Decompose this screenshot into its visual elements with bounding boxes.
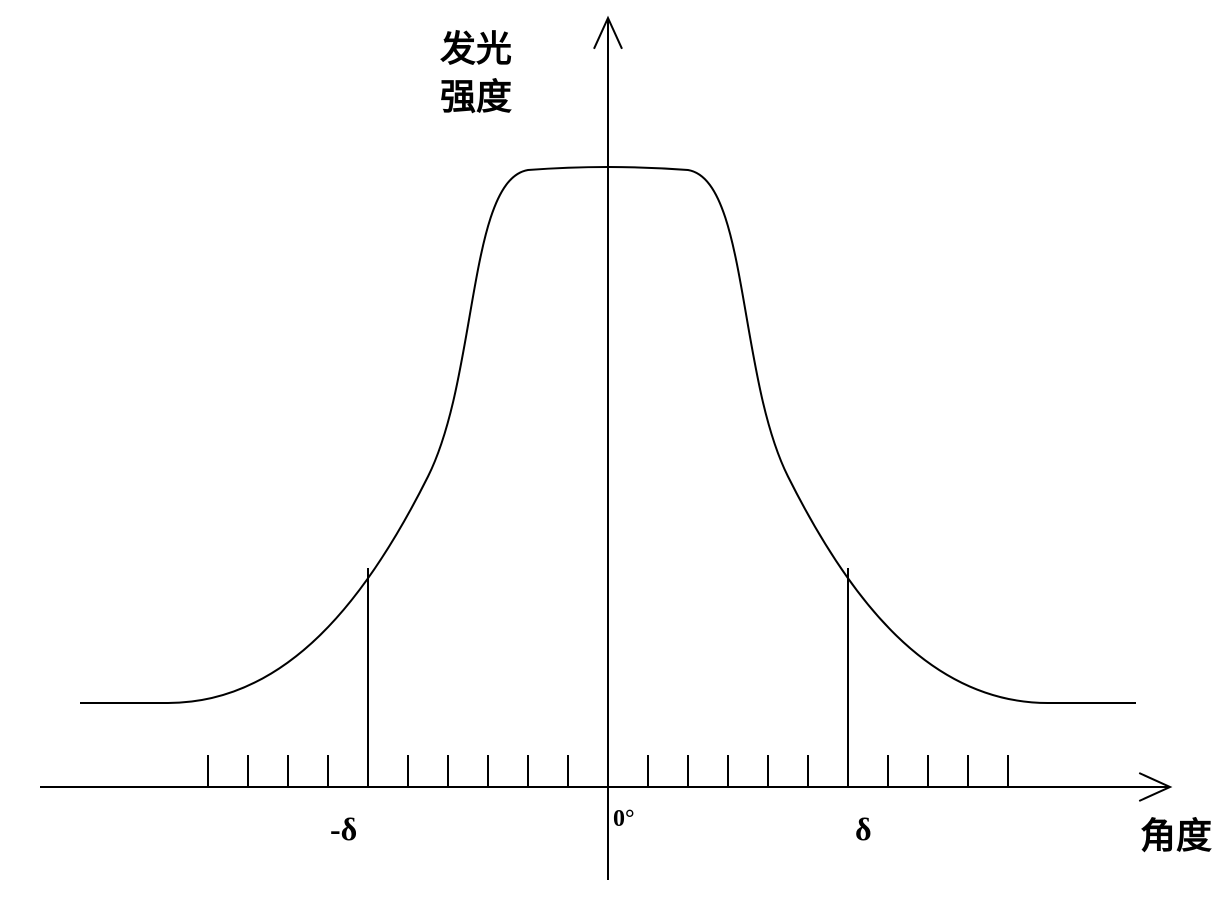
tick-label-neg-delta: -δ: [330, 810, 357, 848]
y-axis-label-line2: 强度: [440, 76, 512, 119]
tick-label-zero: 0°: [613, 805, 635, 834]
y-axis-label-line1: 发光: [440, 28, 512, 71]
bell-curve-chart: 发光 强度 角度 -δ 0° δ: [0, 0, 1230, 897]
chart-svg: [0, 0, 1230, 897]
x-axis-label: 角度: [1140, 815, 1212, 858]
tick-label-pos-delta: δ: [855, 810, 872, 848]
